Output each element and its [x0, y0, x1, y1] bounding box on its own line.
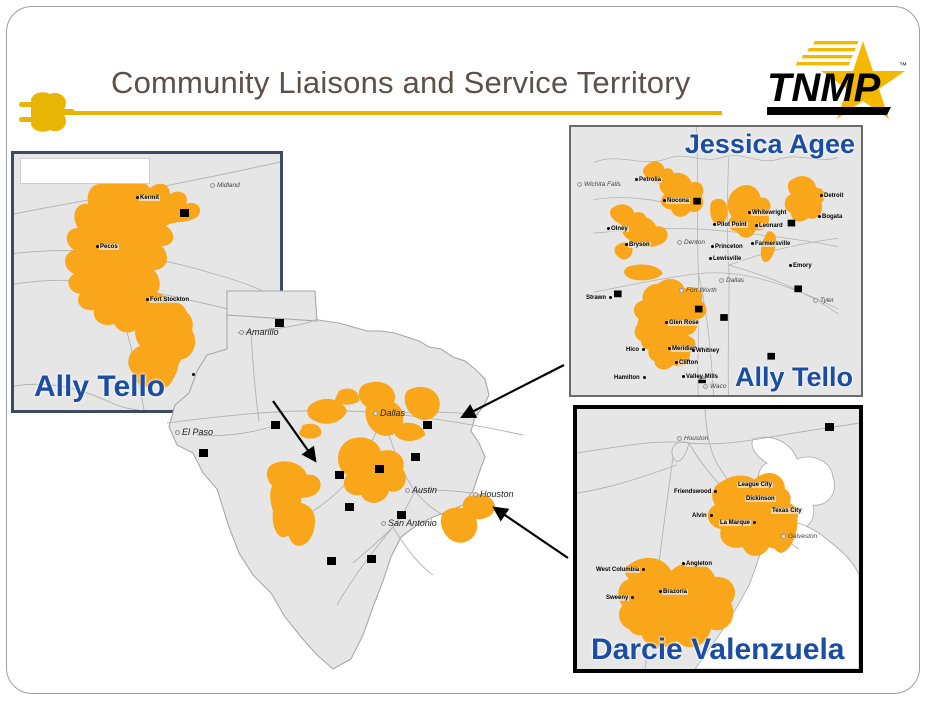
city-emory: Emory [787, 263, 813, 269]
inset-map-north-texas[interactable]: Wichita Falls Denton Fort Worth Dallas T… [569, 125, 863, 397]
city-farmersville: Farmersville [749, 241, 792, 247]
city-pilot-point: Pilot Point [711, 222, 748, 228]
metro-wichita-falls: Wichita Falls [577, 181, 621, 188]
metro-main-el-paso: El Paso [175, 427, 213, 437]
city-petrolia: Petrolia [633, 177, 663, 183]
main-texas-map[interactable]: Amarillo El Paso Dallas Austin Houston S… [167, 275, 587, 675]
city-detroit: Detroit [818, 193, 845, 199]
logo-speed-lines-icon [795, 41, 859, 66]
title-underline-rule [61, 111, 722, 115]
city-bryson: Bryson [623, 242, 651, 248]
city-friendswood: Friendswood [673, 489, 718, 495]
metro-denton: Denton [677, 239, 705, 246]
inset-legend-box [20, 158, 150, 184]
trademark-symbol: ™ [899, 61, 907, 70]
city-princeton: Princeton [709, 244, 744, 250]
city-nocona: Nocona [661, 198, 691, 204]
city-strawn: Strawn [585, 295, 613, 301]
city-bogata: Bogata [816, 214, 844, 220]
city-angleton: Angleton [680, 561, 713, 567]
city-west-columbia: West Columbia [595, 567, 646, 573]
city-dickinson: Dickinson [745, 496, 776, 502]
logo-star-icon [821, 41, 905, 119]
metro-main-austin: Austin [405, 485, 437, 495]
slide-canvas: Community Liaisons and Service Territory… [6, 6, 920, 694]
city-glen-rose: Glen Rose [663, 320, 700, 326]
liaison-name-north-bottom: Ally Tello [734, 362, 853, 392]
metro-midland: Midland [210, 182, 240, 189]
city-lewisville: Lewisville [707, 256, 743, 262]
metro-fort-worth: Fort Worth [679, 287, 717, 294]
page-title: Community Liaisons and Service Territory [111, 65, 691, 100]
metro-waco: Waco [703, 383, 727, 390]
city-valley-mills: Valley Mills [680, 374, 720, 380]
liaison-name-gulf: Darcie Valenzuela [591, 633, 845, 666]
city-la-marque: La Marque [719, 520, 757, 526]
city-pecos: Pecos [94, 244, 119, 250]
metro-houston: Houston [677, 435, 708, 442]
city-alvin: Alvin [691, 513, 713, 519]
city-kermit: Kermit [134, 195, 161, 201]
inset-map-gulf-coast[interactable]: Houston Galveston Friendswood League Cit… [573, 405, 863, 673]
metro-main-dallas: Dallas [373, 408, 405, 418]
metro-main-amarillo: Amarillo [239, 327, 279, 337]
metro-main-san-antonio: San Antonio [381, 518, 437, 528]
liaison-name-west: Ally Tello [34, 370, 166, 403]
metro-main-houston: Houston [473, 489, 514, 499]
city-gatesville: Gatesville [664, 396, 699, 397]
city-texas-city: Texas City [771, 508, 803, 514]
city-sweeny: Sweeny [605, 595, 635, 601]
metro-dallas: Dallas [719, 277, 744, 284]
city-whitney: Whitney [690, 348, 721, 354]
city-fort-stockton: Fort Stockton [144, 297, 190, 303]
city-whitewright: Whitewright [746, 210, 788, 216]
city-brazoria: Brazoria [657, 589, 689, 595]
logo-wordmark: TNMP [767, 66, 881, 110]
city-leonard: Leonard [753, 223, 784, 229]
tnmp-logo: TNMP ™ [759, 35, 909, 125]
city-hico: Hico [625, 347, 646, 353]
city-hamilton: Hamilton [613, 375, 646, 381]
city-olney: Olney [605, 226, 629, 232]
city-meridian: Meridian [666, 346, 698, 352]
metro-galveston: Galveston [781, 533, 817, 540]
city-league-city: League City [737, 482, 774, 488]
city-clifton: Clifton [673, 360, 699, 366]
liaison-name-north-top: Jessica Agee [684, 129, 855, 159]
metro-tyler: Tyler [813, 297, 834, 304]
